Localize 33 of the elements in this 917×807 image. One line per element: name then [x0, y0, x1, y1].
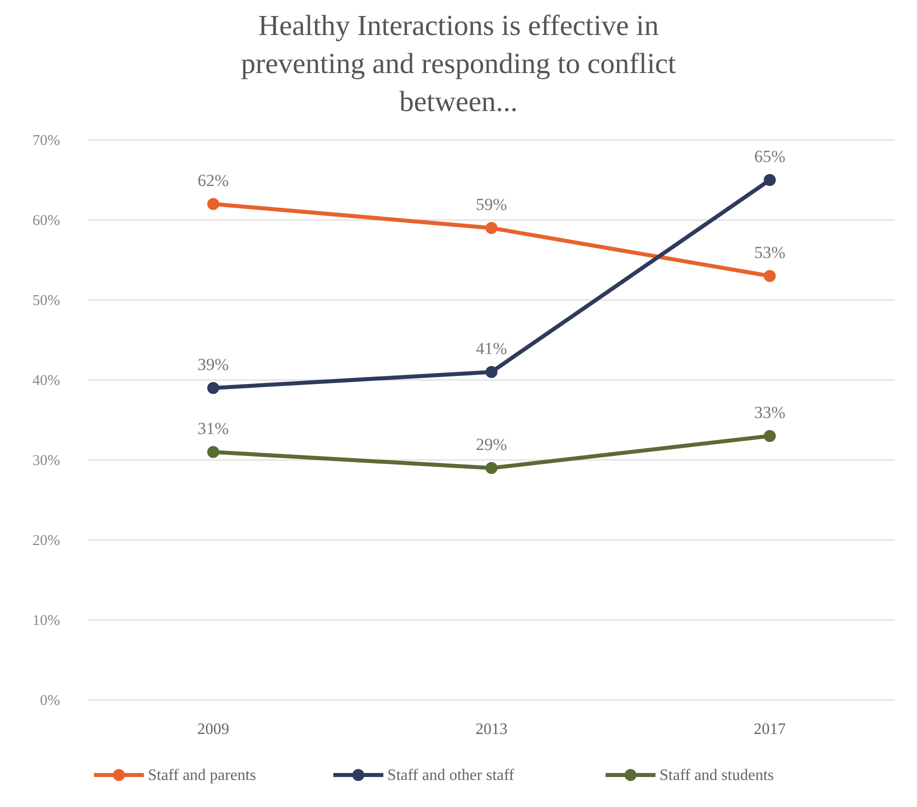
x-tick-label: 2017	[754, 721, 786, 738]
legend-label: Staff and parents	[148, 767, 256, 784]
point	[764, 174, 776, 186]
data-label: 53%	[754, 243, 786, 262]
point	[207, 382, 220, 394]
data-label: 39%	[198, 355, 229, 374]
legend-label: Staff and students	[660, 767, 774, 784]
y-tick-label: 50%	[32, 293, 60, 309]
chart-title: Healthy Interactions is effective in preventing and responding to conflict between...	[241, 10, 676, 118]
y-tick-label: 60%	[32, 213, 60, 229]
y-tick-label: 10%	[32, 613, 60, 629]
y-tick-label: 20%	[32, 533, 60, 549]
legend-label: Staff and other staff	[387, 767, 515, 784]
point	[486, 462, 498, 474]
point	[207, 198, 220, 210]
data-label: 31%	[198, 419, 229, 438]
y-tick-label: 70%	[32, 133, 60, 149]
point	[486, 222, 498, 234]
data-label: 62%	[198, 171, 229, 190]
data-label: 41%	[476, 339, 508, 358]
y-tick-label: 30%	[32, 453, 60, 469]
y-tick-label: 40%	[32, 373, 60, 389]
data-label: 29%	[476, 435, 508, 454]
point	[764, 270, 776, 282]
point	[207, 446, 220, 458]
point	[764, 430, 776, 442]
point	[486, 366, 498, 378]
y-tick-label: 0%	[40, 693, 60, 709]
x-tick-label: 2009	[197, 721, 230, 738]
x-tick-label: 2013	[476, 721, 508, 738]
data-label: 59%	[476, 195, 508, 214]
data-label: 65%	[754, 147, 786, 166]
data-label: 33%	[754, 403, 786, 422]
